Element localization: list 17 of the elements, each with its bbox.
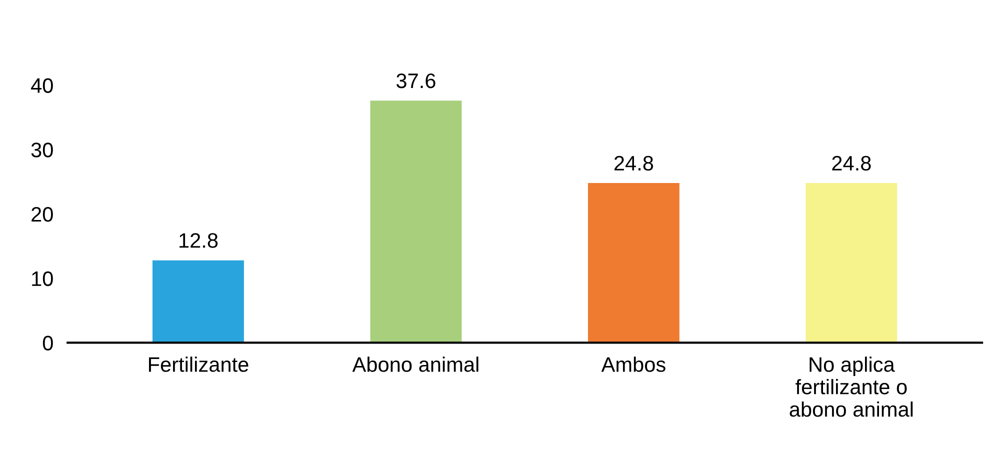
x-tick-label: No aplica fertilizante o abono animal [790,356,913,417]
x-tick-label: Fertilizante [149,356,248,372]
y-tick-label: 20 [32,206,53,222]
y-tick-label: 40 [31,78,53,93]
data-label: 37.6 [396,73,436,88]
data-label: 24.8 [832,156,871,171]
bar [806,183,898,343]
data-label: 24.8 [614,156,654,171]
y-tick-label: 30 [31,142,53,158]
x-tick-label: Ambos [601,356,666,372]
y-tick-label: 0 [42,336,53,350]
bar [370,100,462,343]
y-tick-label: 10 [32,271,53,286]
x-tick-label: Abono animal [352,356,478,372]
data-label: 12.8 [180,233,218,248]
bar [588,183,680,343]
bar [152,260,244,343]
